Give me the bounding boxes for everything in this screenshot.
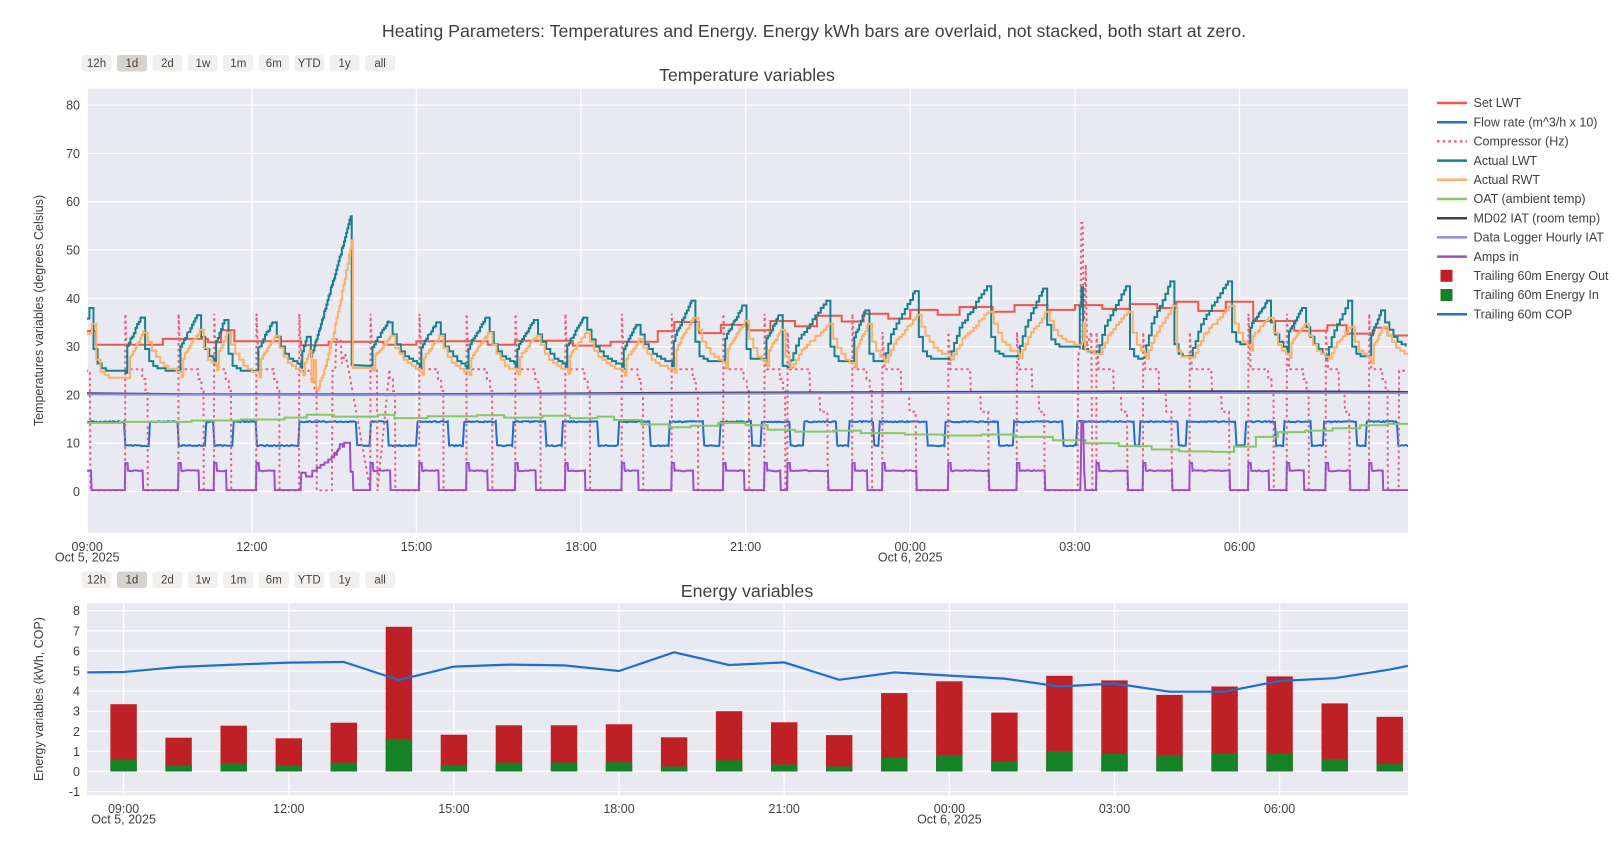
svg-text:Energy variables (kWh, COP): Energy variables (kWh, COP) [32, 617, 46, 781]
svg-text:1w: 1w [196, 58, 211, 70]
svg-text:Actual LWT: Actual LWT [1474, 154, 1538, 168]
svg-text:7: 7 [73, 624, 80, 638]
svg-text:6: 6 [73, 644, 80, 658]
svg-text:Data Logger Hourly IAT: Data Logger Hourly IAT [1474, 231, 1605, 245]
svg-text:Compressor (Hz): Compressor (Hz) [1474, 135, 1569, 149]
svg-text:03:00: 03:00 [1059, 540, 1090, 554]
svg-text:YTD: YTD [298, 58, 321, 70]
svg-text:18:00: 18:00 [565, 540, 596, 554]
svg-text:15:00: 15:00 [401, 540, 432, 554]
svg-text:all: all [374, 575, 386, 587]
svg-text:00:00: 00:00 [934, 802, 965, 816]
svg-text:09:00: 09:00 [108, 802, 139, 816]
svg-text:10: 10 [66, 437, 80, 451]
svg-text:6m: 6m [266, 58, 282, 70]
svg-text:21:00: 21:00 [769, 802, 800, 816]
svg-text:Oct 6, 2025: Oct 6, 2025 [917, 813, 982, 827]
svg-text:Trailing 60m Energy In: Trailing 60m Energy In [1474, 288, 1599, 302]
svg-text:2d: 2d [161, 575, 174, 587]
svg-text:3: 3 [73, 705, 80, 719]
svg-text:Set LWT: Set LWT [1474, 96, 1522, 110]
svg-text:all: all [374, 58, 386, 70]
svg-text:1m: 1m [230, 58, 246, 70]
svg-text:12:00: 12:00 [236, 540, 267, 554]
svg-text:09:00: 09:00 [72, 540, 103, 554]
svg-text:21:00: 21:00 [730, 540, 761, 554]
svg-text:2: 2 [73, 725, 80, 739]
svg-text:06:00: 06:00 [1224, 540, 1255, 554]
svg-text:0: 0 [73, 485, 80, 499]
svg-text:30: 30 [66, 340, 80, 354]
svg-text:1d: 1d [126, 575, 139, 587]
svg-text:15:00: 15:00 [438, 802, 469, 816]
svg-text:OAT (ambient temp): OAT (ambient temp) [1474, 192, 1586, 206]
svg-text:20: 20 [66, 388, 80, 402]
svg-text:1y: 1y [339, 58, 351, 70]
svg-text:1m: 1m [230, 575, 246, 587]
svg-text:Actual RWT: Actual RWT [1474, 173, 1541, 187]
svg-text:MD02 IAT (room temp): MD02 IAT (room temp) [1474, 211, 1601, 225]
svg-text:8: 8 [73, 604, 80, 618]
svg-text:Temperatures variables (degree: Temperatures variables (degrees Celsius) [32, 195, 46, 426]
svg-text:0: 0 [73, 765, 80, 779]
svg-text:Trailing 60m Energy Out: Trailing 60m Energy Out [1474, 269, 1610, 283]
svg-text:12h: 12h [87, 575, 106, 587]
svg-text:1w: 1w [196, 575, 211, 587]
svg-text:Flow rate (m^3/h x 10): Flow rate (m^3/h x 10) [1474, 115, 1598, 129]
svg-text:1y: 1y [339, 575, 351, 587]
svg-text:40: 40 [66, 292, 80, 306]
svg-text:1d: 1d [126, 58, 139, 70]
svg-text:5: 5 [73, 665, 80, 679]
svg-text:03:00: 03:00 [1099, 802, 1130, 816]
svg-text:4: 4 [73, 685, 80, 699]
svg-text:50: 50 [66, 244, 80, 258]
svg-text:80: 80 [66, 99, 80, 113]
svg-text:Temperature variables: Temperature variables [659, 65, 835, 85]
svg-text:Heating Parameters: Temperatur: Heating Parameters: Temperatures and Ene… [382, 21, 1246, 41]
svg-text:18:00: 18:00 [603, 802, 634, 816]
svg-text:2d: 2d [161, 58, 174, 70]
svg-text:Trailing 60m COP: Trailing 60m COP [1474, 307, 1573, 321]
svg-text:Oct 6, 2025: Oct 6, 2025 [878, 551, 943, 565]
svg-text:00:00: 00:00 [895, 540, 926, 554]
svg-text:70: 70 [66, 147, 80, 161]
svg-text:12h: 12h [87, 58, 106, 70]
svg-text:-1: -1 [69, 785, 80, 799]
svg-text:YTD: YTD [298, 575, 321, 587]
svg-text:Energy variables: Energy variables [681, 581, 814, 601]
svg-text:Amps in: Amps in [1474, 250, 1519, 264]
svg-text:12:00: 12:00 [273, 802, 304, 816]
svg-text:Oct 5, 2025: Oct 5, 2025 [55, 551, 120, 565]
svg-text:06:00: 06:00 [1264, 802, 1295, 816]
svg-text:6m: 6m [266, 575, 282, 587]
svg-text:Oct 5, 2025: Oct 5, 2025 [91, 813, 156, 827]
svg-text:1: 1 [73, 745, 80, 759]
svg-text:60: 60 [66, 195, 80, 209]
